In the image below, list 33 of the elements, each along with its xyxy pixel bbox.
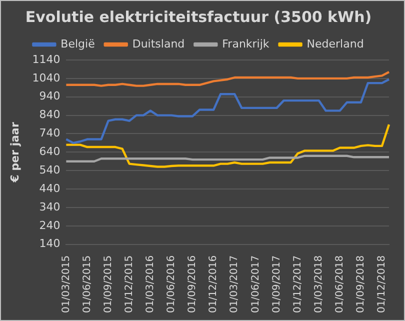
y-tick-label: 440 — [39, 182, 60, 195]
y-tick-label: 940 — [39, 90, 60, 103]
x-tick-label: 01/06/2016 — [166, 255, 178, 314]
x-tick-label: 01/06/2018 — [334, 255, 346, 314]
x-tick-label: 01/12/2018 — [376, 255, 388, 314]
x-tick-label: 01/06/2017 — [250, 255, 262, 314]
y-tick-label: 740 — [39, 126, 60, 140]
legend-label: Nederland — [306, 37, 364, 50]
x-tick-label: 01/09/2015 — [102, 255, 114, 314]
x-tick-label: 01/12/2016 — [208, 255, 220, 314]
y-tick-label: 140 — [39, 237, 60, 250]
y-tick-label: 1140 — [32, 52, 60, 66]
y-tick-label: 540 — [39, 163, 60, 176]
x-tick-label: 01/03/2015 — [60, 255, 72, 314]
y-tick-label: 640 — [39, 145, 60, 158]
x-tick-label: 01/06/2015 — [82, 255, 93, 314]
y-tick-label: 340 — [39, 200, 60, 214]
y-axis-title: € per jaar — [8, 122, 22, 184]
chart-title: Evolutie elektriciteitsfactuur (3500 kWh) — [25, 8, 372, 26]
x-tick-label: 01/03/2017 — [229, 255, 240, 314]
y-tick-label: 1040 — [32, 71, 60, 84]
x-tick-label: 01/12/2015 — [124, 255, 135, 314]
x-tick-label: 01/03/2018 — [313, 255, 324, 314]
legend-label: Duitsland — [132, 37, 185, 50]
y-tick-label: 840 — [39, 108, 60, 122]
legend-label: Frankrijk — [222, 37, 270, 50]
x-tick-label: 01/12/2017 — [292, 255, 304, 314]
x-tick-label: 01/09/2016 — [187, 255, 198, 314]
legend-label: België — [60, 37, 96, 50]
y-tick-label: 240 — [39, 218, 60, 232]
x-tick-label: 01/03/2016 — [145, 255, 156, 314]
x-tick-label: 01/09/2018 — [356, 255, 367, 314]
x-tick-label: 01/09/2017 — [271, 255, 282, 314]
